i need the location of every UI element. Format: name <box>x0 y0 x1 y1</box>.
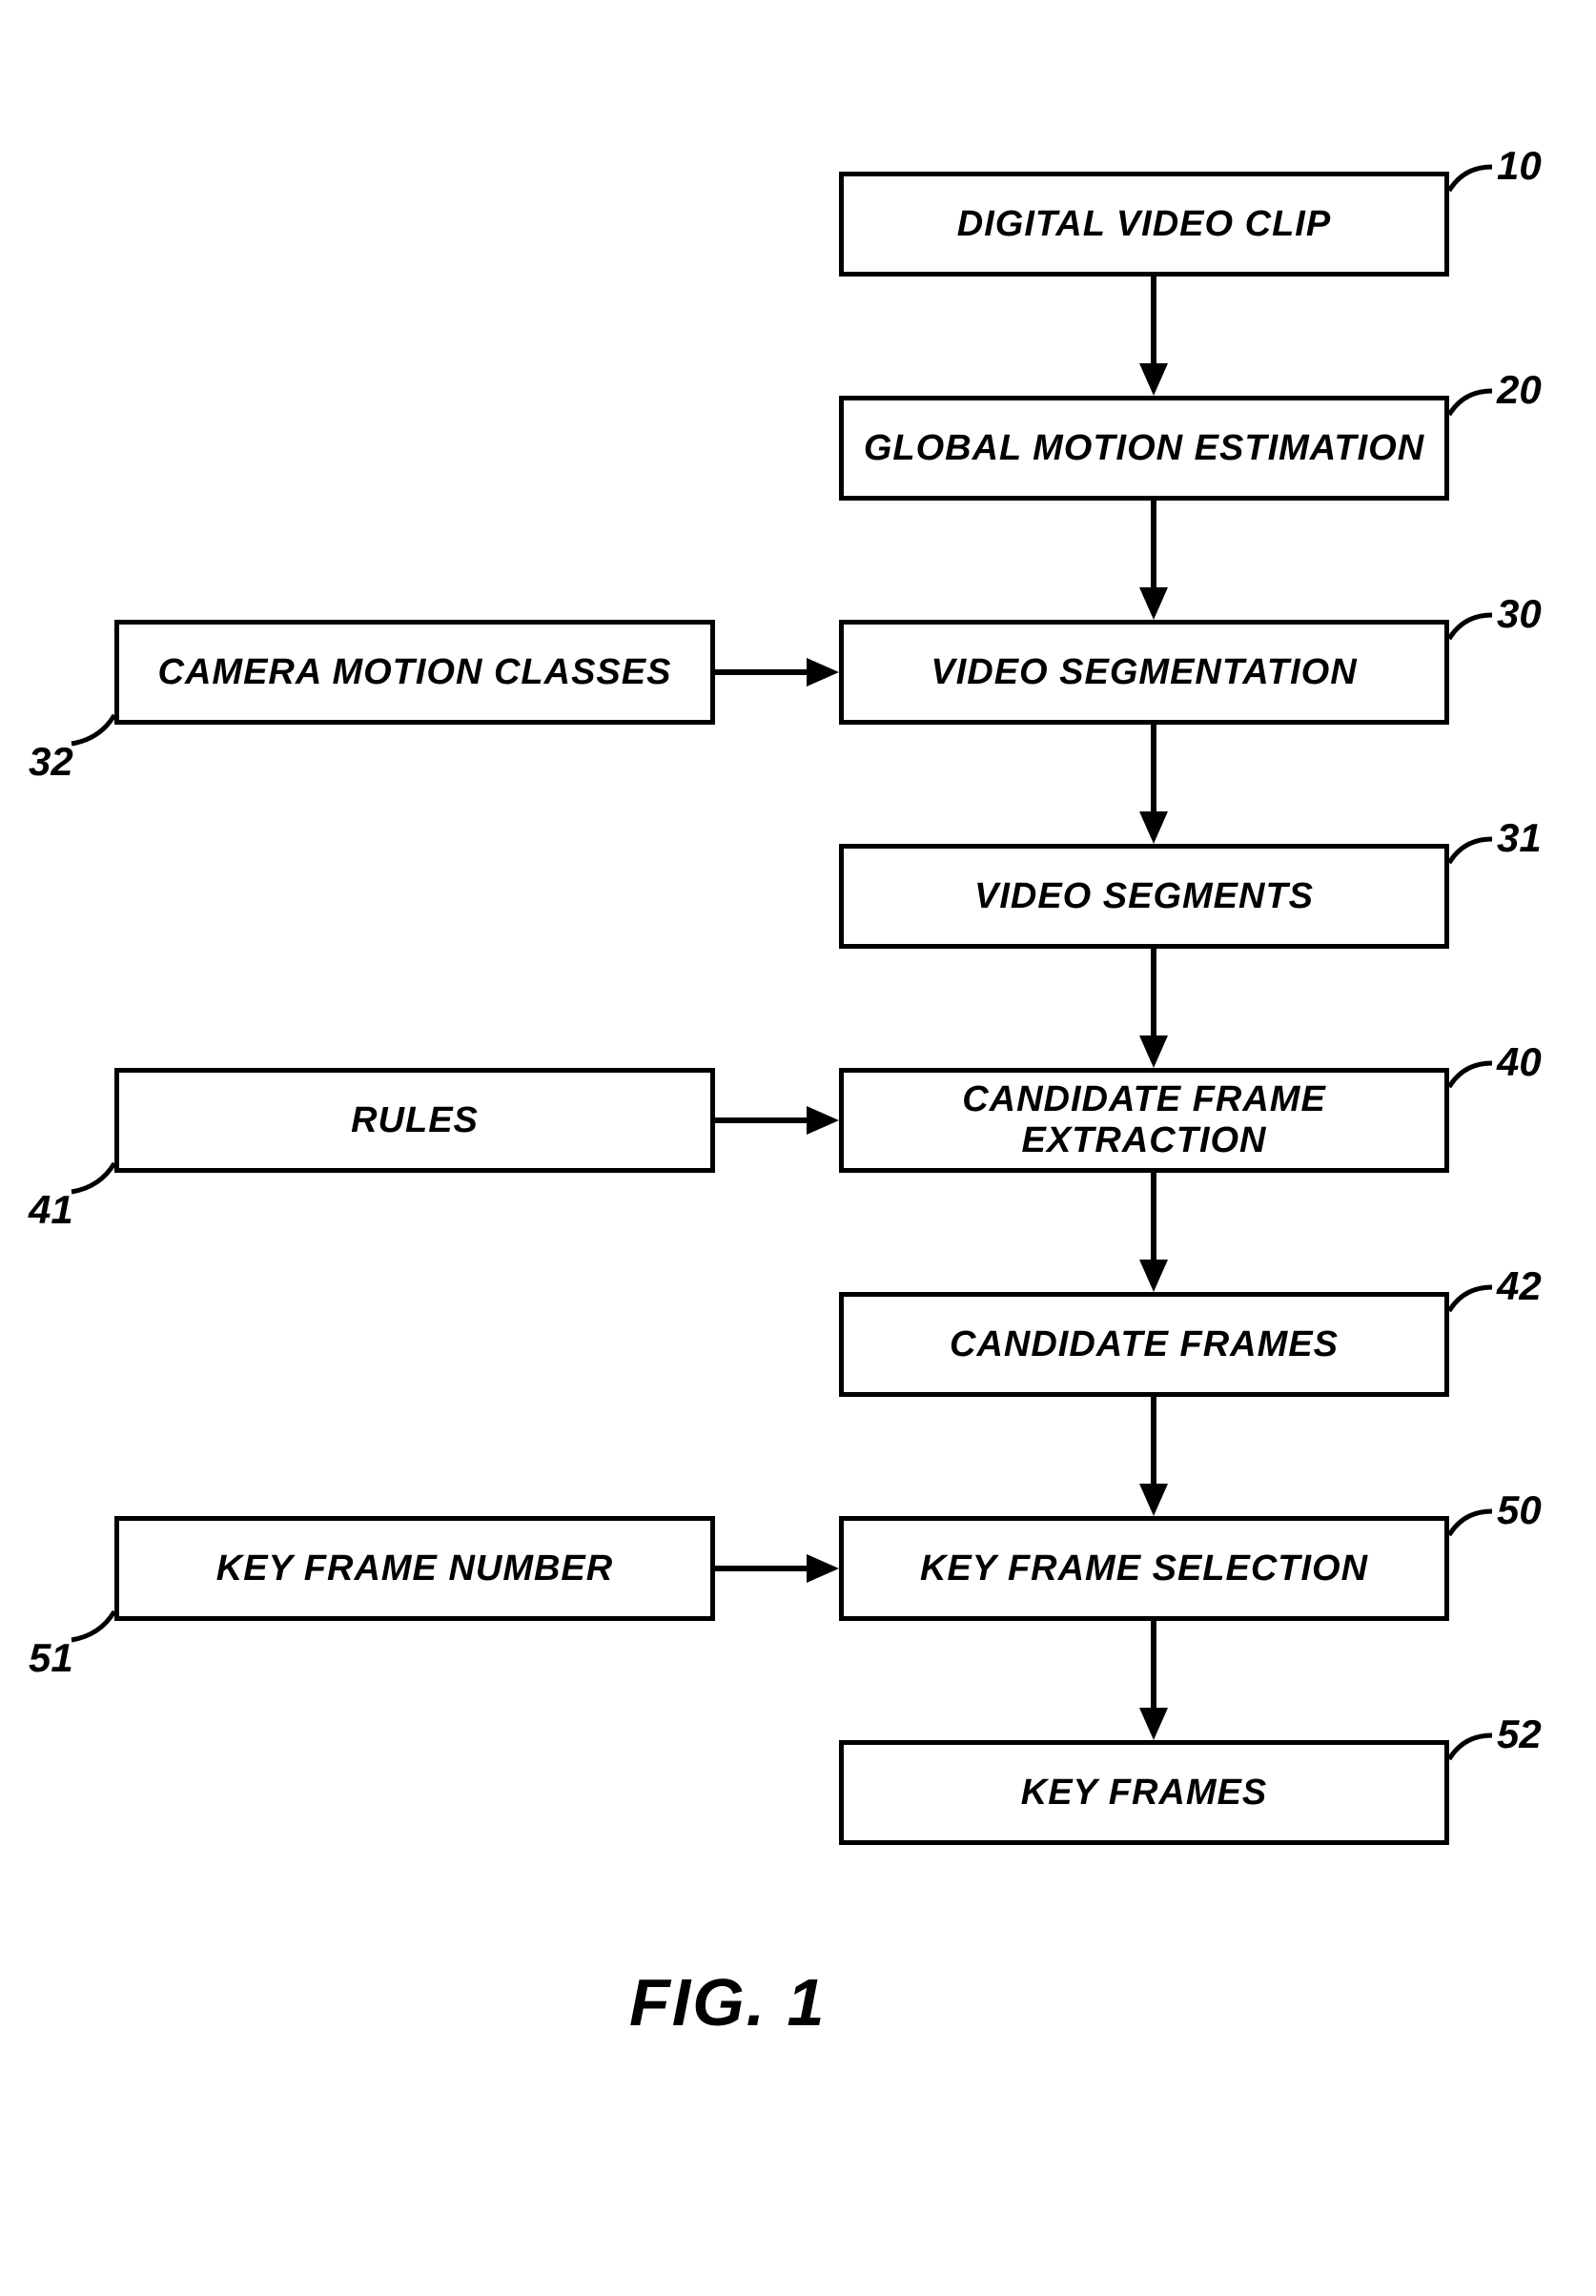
box-video-segmentation: VIDEO SEGMENTATION <box>839 620 1449 725</box>
arrow-31-to-40 <box>1139 949 1168 1068</box>
ref-tick-40 <box>1449 1058 1497 1097</box>
arrow-50-to-52 <box>1139 1621 1168 1740</box>
ref-tick-41 <box>67 1158 114 1197</box>
ref-tick-51 <box>67 1607 114 1645</box>
arrow-32-to-30 <box>715 658 839 687</box>
box-key-frame-selection: KEY FRAME SELECTION <box>839 1516 1449 1621</box>
ref-label-41: 41 <box>29 1187 73 1233</box>
ref-tick-32 <box>67 710 114 748</box>
arrow-40-to-42 <box>1139 1173 1168 1292</box>
box-key-frame-number: KEY FRAME NUMBER <box>114 1516 715 1621</box>
box-label: KEY FRAMES <box>1021 1773 1267 1814</box>
figure-caption: FIG. 1 <box>629 1964 826 2040</box>
ref-tick-31 <box>1449 834 1497 872</box>
ref-label-51: 51 <box>29 1635 73 1681</box>
box-label: KEY FRAME NUMBER <box>216 1548 613 1589</box>
ref-label-42: 42 <box>1497 1263 1542 1309</box>
ref-tick-30 <box>1449 610 1497 648</box>
box-global-motion-estimation: GLOBAL MOTION ESTIMATION <box>839 396 1449 501</box>
box-label: DIGITAL VIDEO CLIP <box>957 204 1331 245</box>
box-label: CAMERA MOTION CLASSES <box>158 652 672 693</box>
box-candidate-frame-extraction: CANDIDATE FRAME EXTRACTION <box>839 1068 1449 1173</box>
arrow-30-to-31 <box>1139 725 1168 844</box>
ref-label-10: 10 <box>1497 143 1542 189</box>
arrow-42-to-50 <box>1139 1397 1168 1516</box>
ref-label-31: 31 <box>1497 815 1542 861</box>
ref-tick-10 <box>1449 162 1497 200</box>
box-rules: RULES <box>114 1068 715 1173</box>
box-label: RULES <box>351 1100 479 1141</box>
box-candidate-frames: CANDIDATE FRAMES <box>839 1292 1449 1397</box>
ref-tick-50 <box>1449 1507 1497 1545</box>
ref-label-40: 40 <box>1497 1039 1542 1085</box>
box-digital-video-clip: DIGITAL VIDEO CLIP <box>839 172 1449 277</box>
ref-label-20: 20 <box>1497 367 1542 413</box>
box-label: CANDIDATE FRAMES <box>950 1324 1339 1365</box>
box-label: VIDEO SEGMENTATION <box>931 652 1357 693</box>
arrow-10-to-20 <box>1139 277 1168 396</box>
ref-tick-20 <box>1449 386 1497 424</box>
box-label: CANDIDATE FRAME EXTRACTION <box>844 1079 1444 1161</box>
ref-tick-42 <box>1449 1282 1497 1321</box>
box-label: VIDEO SEGMENTS <box>974 876 1314 917</box>
ref-label-50: 50 <box>1497 1487 1542 1533</box>
ref-label-32: 32 <box>29 739 73 785</box>
box-label: KEY FRAME SELECTION <box>920 1548 1368 1589</box>
arrow-41-to-40 <box>715 1106 839 1135</box>
ref-label-30: 30 <box>1497 591 1542 637</box>
arrow-20-to-30 <box>1139 501 1168 620</box>
arrow-51-to-50 <box>715 1554 839 1583</box>
box-video-segments: VIDEO SEGMENTS <box>839 844 1449 949</box>
ref-tick-52 <box>1449 1731 1497 1769</box>
ref-label-52: 52 <box>1497 1712 1542 1757</box>
box-camera-motion-classes: CAMERA MOTION CLASSES <box>114 620 715 725</box>
box-label: GLOBAL MOTION ESTIMATION <box>864 428 1424 469</box>
flowchart-diagram: DIGITAL VIDEO CLIP GLOBAL MOTION ESTIMAT… <box>114 172 1468 2126</box>
box-key-frames: KEY FRAMES <box>839 1740 1449 1845</box>
